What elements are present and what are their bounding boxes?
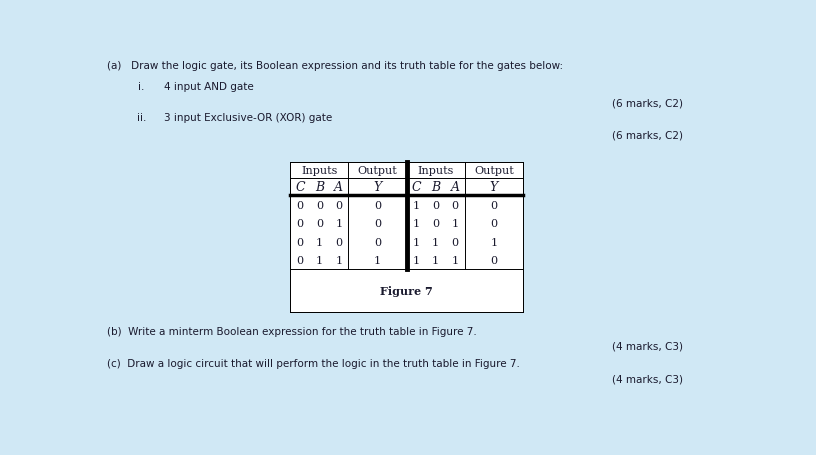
Text: (a)   Draw the logic gate, its Boolean expression and its truth table for the ga: (a) Draw the logic gate, its Boolean exp… [108,61,564,71]
Text: 0: 0 [316,200,323,210]
Text: C: C [411,181,421,194]
Text: Inputs: Inputs [418,166,454,176]
Text: Output: Output [357,166,397,176]
Text: 0: 0 [432,200,439,210]
Text: 0: 0 [490,219,497,228]
Text: 3 input Exclusive-OR (XOR) gate: 3 input Exclusive-OR (XOR) gate [164,113,332,123]
Text: 0: 0 [296,200,304,210]
Text: (4 marks, C3): (4 marks, C3) [612,341,683,351]
Text: B: B [315,181,324,194]
Text: (b)  Write a minterm Boolean expression for the truth table in Figure 7.: (b) Write a minterm Boolean expression f… [108,326,477,336]
Text: Y: Y [374,181,382,194]
Text: 1: 1 [335,256,343,266]
Text: 0: 0 [490,200,497,210]
Text: 0: 0 [296,256,304,266]
Text: (6 marks, C2): (6 marks, C2) [612,98,683,108]
Text: 0: 0 [374,219,381,228]
Text: (4 marks, C3): (4 marks, C3) [612,374,683,384]
Text: 0: 0 [490,256,497,266]
Text: 0: 0 [451,200,459,210]
FancyBboxPatch shape [290,162,523,312]
Text: 0: 0 [432,219,439,228]
Text: 4 input AND gate: 4 input AND gate [164,81,254,91]
Text: 0: 0 [296,237,304,247]
Text: 1: 1 [490,237,497,247]
Text: 0: 0 [316,219,323,228]
Text: Output: Output [474,166,513,176]
Text: 1: 1 [432,256,439,266]
Text: 1: 1 [413,256,419,266]
Text: Figure 7: Figure 7 [380,285,433,296]
Text: 1: 1 [451,256,459,266]
Text: 0: 0 [296,219,304,228]
Text: ii.: ii. [137,113,146,123]
Text: (6 marks, C2): (6 marks, C2) [612,130,683,140]
Text: 0: 0 [374,200,381,210]
Text: 1: 1 [335,219,343,228]
Text: 1: 1 [451,219,459,228]
Text: C: C [295,181,305,194]
Text: 1: 1 [316,237,323,247]
Text: 1: 1 [432,237,439,247]
Text: 0: 0 [335,237,343,247]
Text: 1: 1 [413,200,419,210]
Text: A: A [335,181,344,194]
Text: 0: 0 [451,237,459,247]
Text: B: B [431,181,440,194]
Text: Inputs: Inputs [301,166,338,176]
Text: 1: 1 [316,256,323,266]
Text: i.: i. [139,81,144,91]
Text: 0: 0 [374,237,381,247]
Text: 1: 1 [374,256,381,266]
Text: A: A [450,181,459,194]
Text: 1: 1 [413,219,419,228]
Text: 0: 0 [335,200,343,210]
Text: (c)  Draw a logic circuit that will perform the logic in the truth table in Figu: (c) Draw a logic circuit that will perfo… [108,358,521,368]
Text: 1: 1 [413,237,419,247]
Text: Y: Y [490,181,498,194]
